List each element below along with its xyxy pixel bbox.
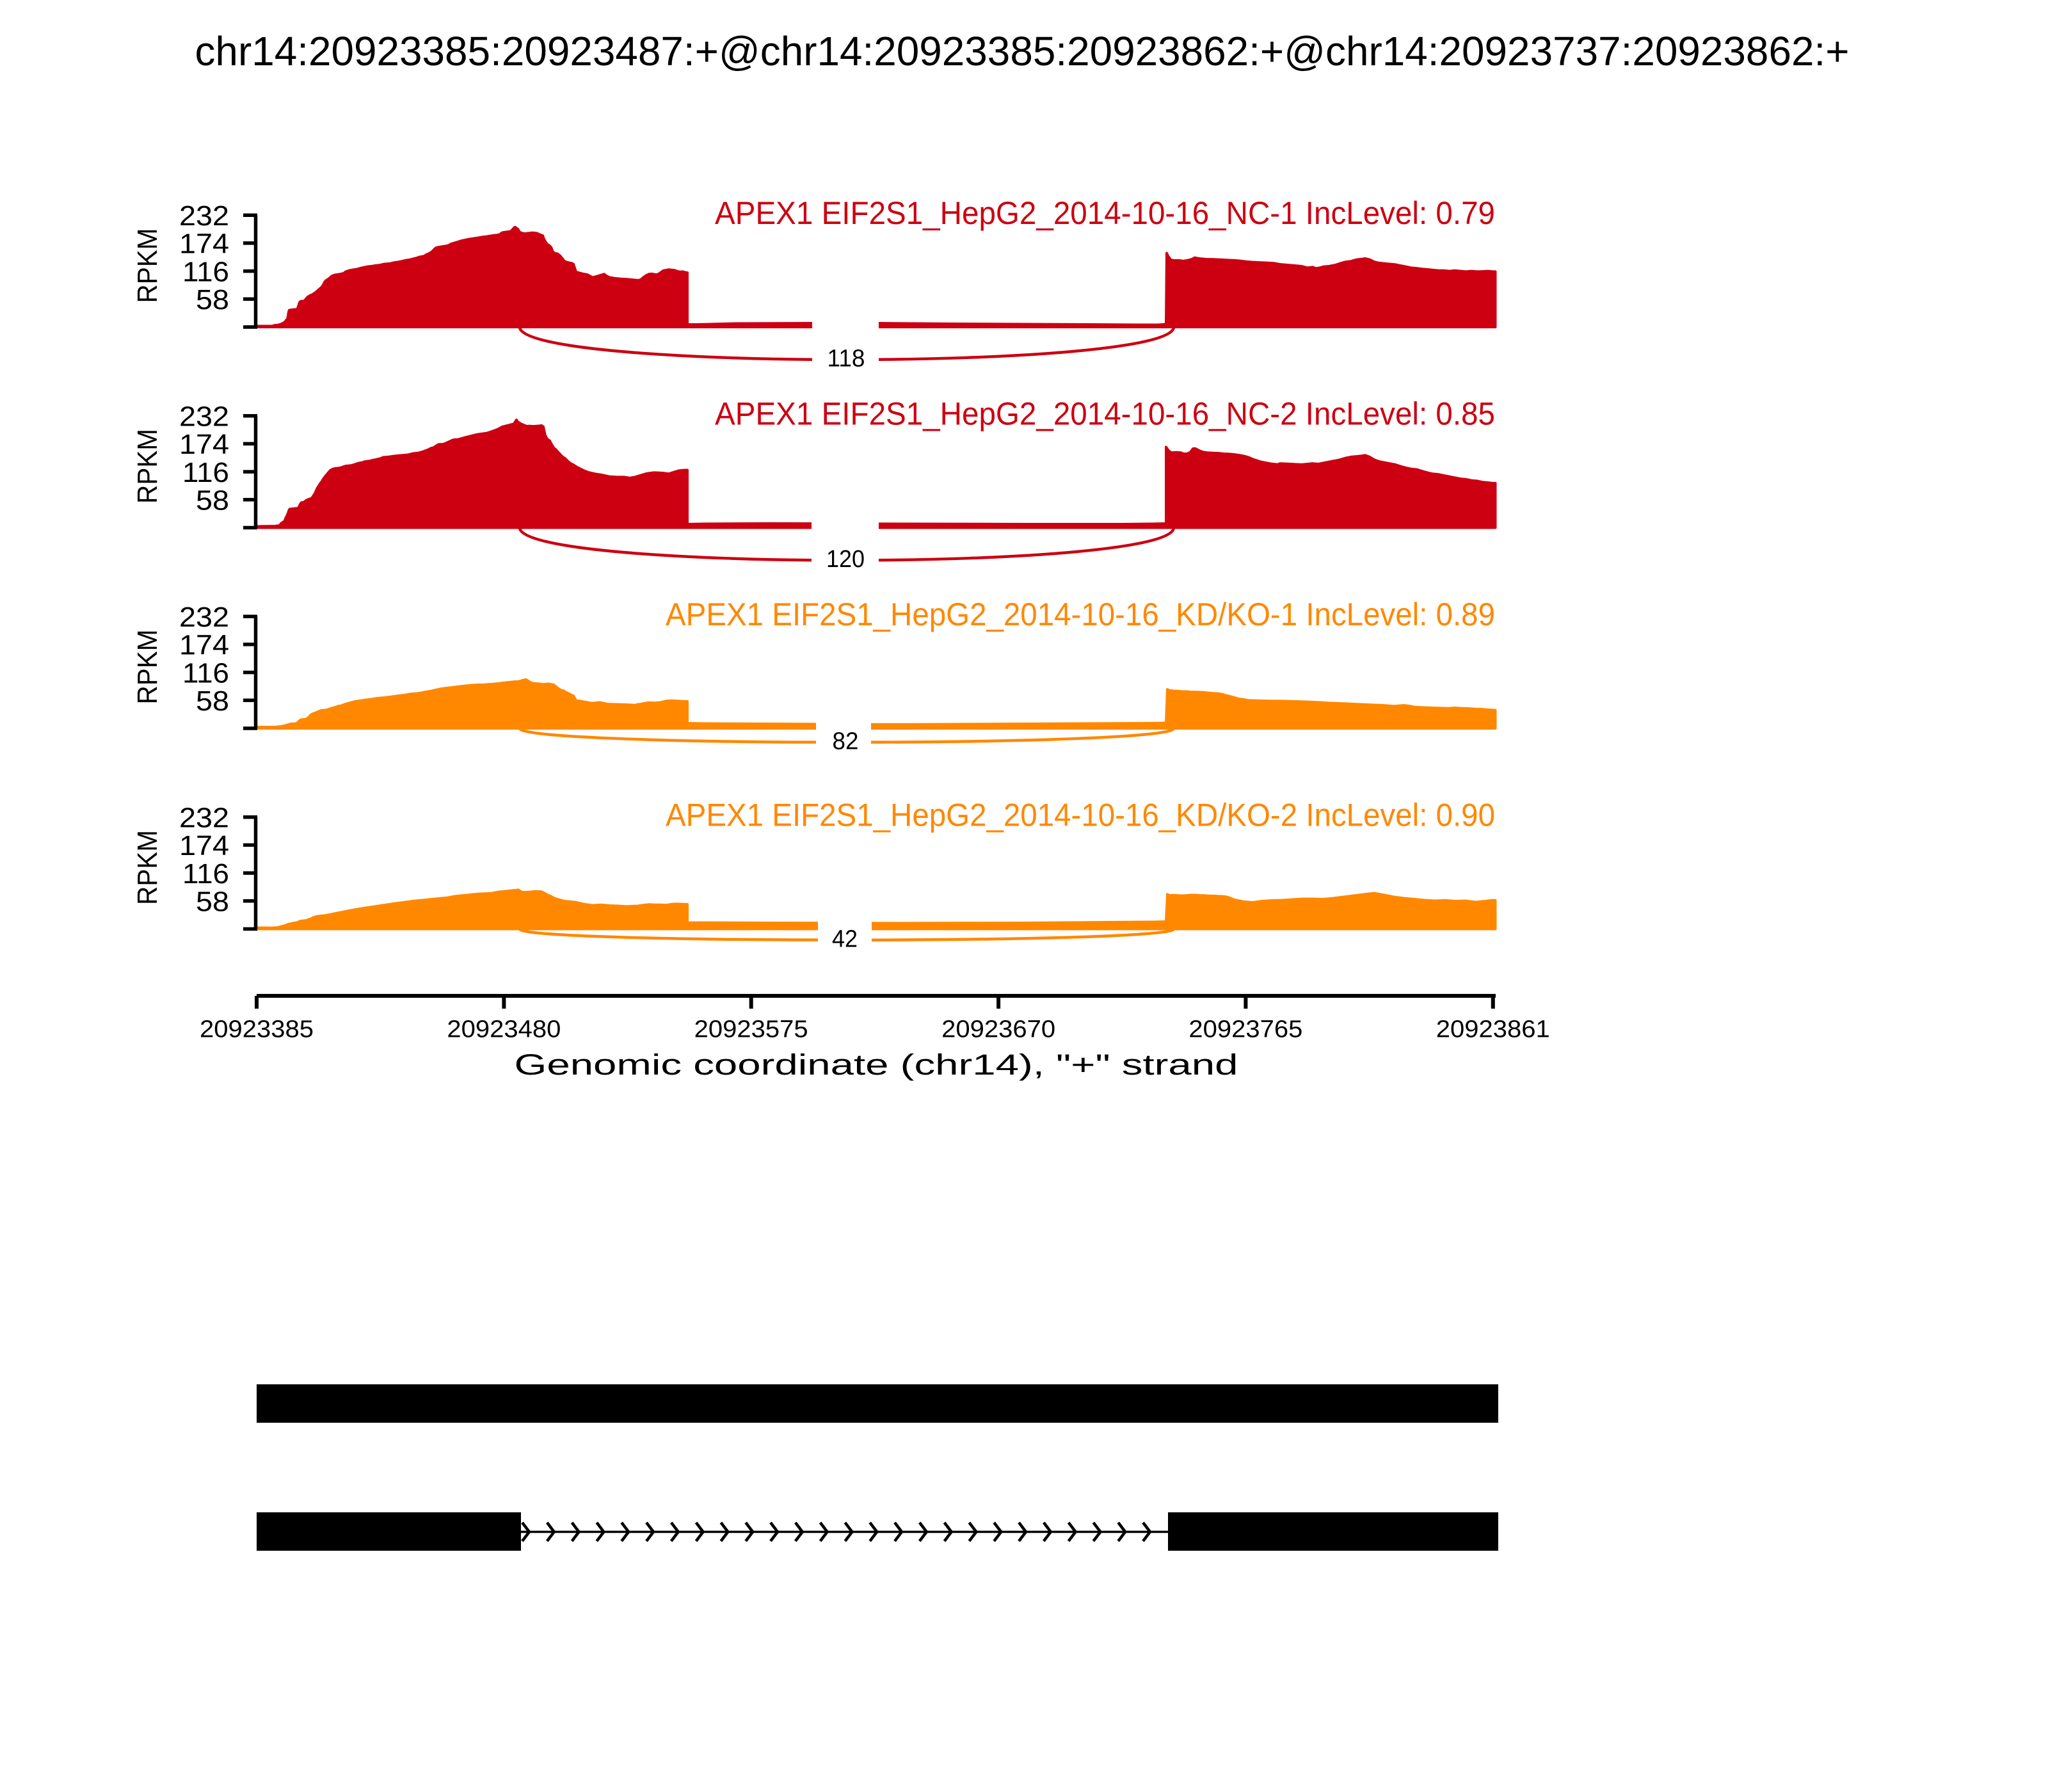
svg-text:20923670: 20923670: [941, 1016, 1055, 1043]
svg-text:232: 232: [179, 802, 229, 833]
svg-text:232: 232: [179, 401, 229, 432]
svg-text:20923480: 20923480: [447, 1016, 561, 1043]
svg-text:58: 58: [196, 284, 229, 316]
svg-text:chr14:20923385:20923487:+@chr1: chr14:20923385:20923487:+@chr14:20923385…: [195, 28, 1850, 74]
svg-text:20923385: 20923385: [200, 1016, 314, 1043]
svg-text:RPKM: RPKM: [132, 830, 163, 905]
svg-text:42: 42: [832, 926, 858, 953]
svg-text:RPKM: RPKM: [132, 429, 163, 504]
svg-text:116: 116: [182, 457, 229, 488]
svg-text:20923861: 20923861: [1436, 1016, 1550, 1043]
svg-text:232: 232: [179, 602, 229, 633]
svg-text:APEX1 EIF2S1_HepG2_2014-10-16_: APEX1 EIF2S1_HepG2_2014-10-16_NC-1 IncLe…: [715, 195, 1495, 231]
svg-text:174: 174: [179, 630, 229, 661]
svg-text:APEX1 EIF2S1_HepG2_2014-10-16_: APEX1 EIF2S1_HepG2_2014-10-16_KD/KO-2 In…: [666, 797, 1495, 833]
svg-text:232: 232: [179, 200, 229, 232]
svg-text:116: 116: [182, 858, 229, 890]
svg-text:APEX1 EIF2S1_HepG2_2014-10-16_: APEX1 EIF2S1_HepG2_2014-10-16_NC-2 IncLe…: [715, 396, 1495, 432]
svg-text:82: 82: [833, 728, 859, 755]
svg-text:174: 174: [179, 228, 229, 260]
svg-text:116: 116: [182, 256, 229, 287]
svg-text:174: 174: [179, 429, 229, 460]
svg-text:58: 58: [196, 685, 229, 717]
svg-text:58: 58: [196, 886, 229, 918]
svg-text:118: 118: [828, 345, 865, 372]
svg-text:RPKM: RPKM: [132, 630, 163, 705]
svg-text:20923575: 20923575: [694, 1016, 808, 1043]
svg-text:58: 58: [196, 485, 229, 516]
svg-text:RPKM: RPKM: [132, 228, 163, 303]
svg-text:120: 120: [826, 546, 865, 573]
svg-text:174: 174: [179, 830, 229, 861]
svg-text:APEX1 EIF2S1_HepG2_2014-10-16_: APEX1 EIF2S1_HepG2_2014-10-16_KD/KO-1 In…: [666, 596, 1495, 632]
svg-text:Genomic coordinate (chr14), "+: Genomic coordinate (chr14), "+" strand: [515, 1048, 1238, 1081]
svg-text:116: 116: [182, 657, 229, 689]
svg-text:20923765: 20923765: [1188, 1016, 1302, 1043]
